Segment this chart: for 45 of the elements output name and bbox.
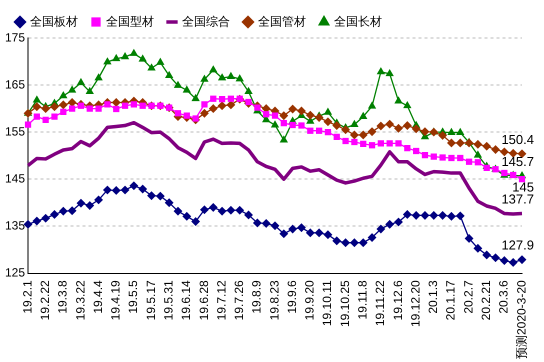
x-tick-label: 19.8.23 <box>267 280 282 320</box>
data-label: 127.9 <box>501 238 534 253</box>
x-tick-label: 19.10.11 <box>320 280 334 326</box>
y-tick-label: 145 <box>4 171 26 186</box>
data-label: 145.7 <box>501 154 534 169</box>
x-tick-label: 20.2.7 <box>461 280 476 314</box>
x-tick-label: 19.2.22 <box>38 280 52 320</box>
x-tick-label: 19.5.17 <box>144 280 158 320</box>
x-tick-label: 19.5.31 <box>161 280 176 320</box>
y-tick-label: 155 <box>4 124 26 138</box>
x-tick-label: 19.7.12 <box>214 280 228 320</box>
data-label: 137.7 <box>501 192 534 207</box>
x-tick-label: 20.1.3 <box>426 280 440 314</box>
legend-label: 全国板材 <box>30 14 78 28</box>
y-tick-label: 135 <box>4 218 26 233</box>
x-tick-label: 19.4.4 <box>90 280 105 314</box>
x-tick-label: 19.8.9 <box>250 280 264 314</box>
y-tick-label: 125 <box>4 266 26 280</box>
data-label: 145 <box>512 179 534 194</box>
x-tick-label: 19.11.22 <box>373 280 388 326</box>
x-tick-label: 19.3.22 <box>73 280 88 320</box>
x-tick-label: 19.6.14 <box>179 280 194 320</box>
x-tick-label: 19.10.25 <box>338 280 352 328</box>
y-tick-label: 175 <box>4 30 26 44</box>
data-label: 150.4 <box>501 132 534 147</box>
x-tick-label: 19.6.28 <box>196 280 211 320</box>
x-tick-label: 19.12.6 <box>390 280 405 320</box>
x-tick-label: 20.3.6 <box>496 280 511 314</box>
x-tick-label: 19.5.5 <box>126 280 140 314</box>
y-tick-label: 165 <box>4 77 26 92</box>
x-tick-label: 19.4.19 <box>108 280 123 320</box>
x-tick-label: 20.2.21 <box>479 280 494 320</box>
x-tick-label: 19.11.8 <box>356 280 370 320</box>
x-tick-label: 19.9.6 <box>284 280 299 314</box>
legend-label: 全国型材 <box>106 14 154 28</box>
x-tick-label: 20.1.17 <box>444 280 458 320</box>
x-tick-label: 预测2020-3-20 <box>514 280 528 360</box>
x-tick-label: 19.7.26 <box>232 280 246 320</box>
x-tick-label: 19.2.1 <box>20 280 34 314</box>
x-tick-label: 19.9.20 <box>302 280 317 320</box>
legend-label: 全国长材 <box>334 14 382 28</box>
x-tick-label: 19.12.20 <box>408 280 422 328</box>
legend-label: 全国管材 <box>258 14 306 28</box>
x-tick-label: 19.3.8 <box>56 280 70 314</box>
legend-label: 全国综合 <box>182 14 230 28</box>
